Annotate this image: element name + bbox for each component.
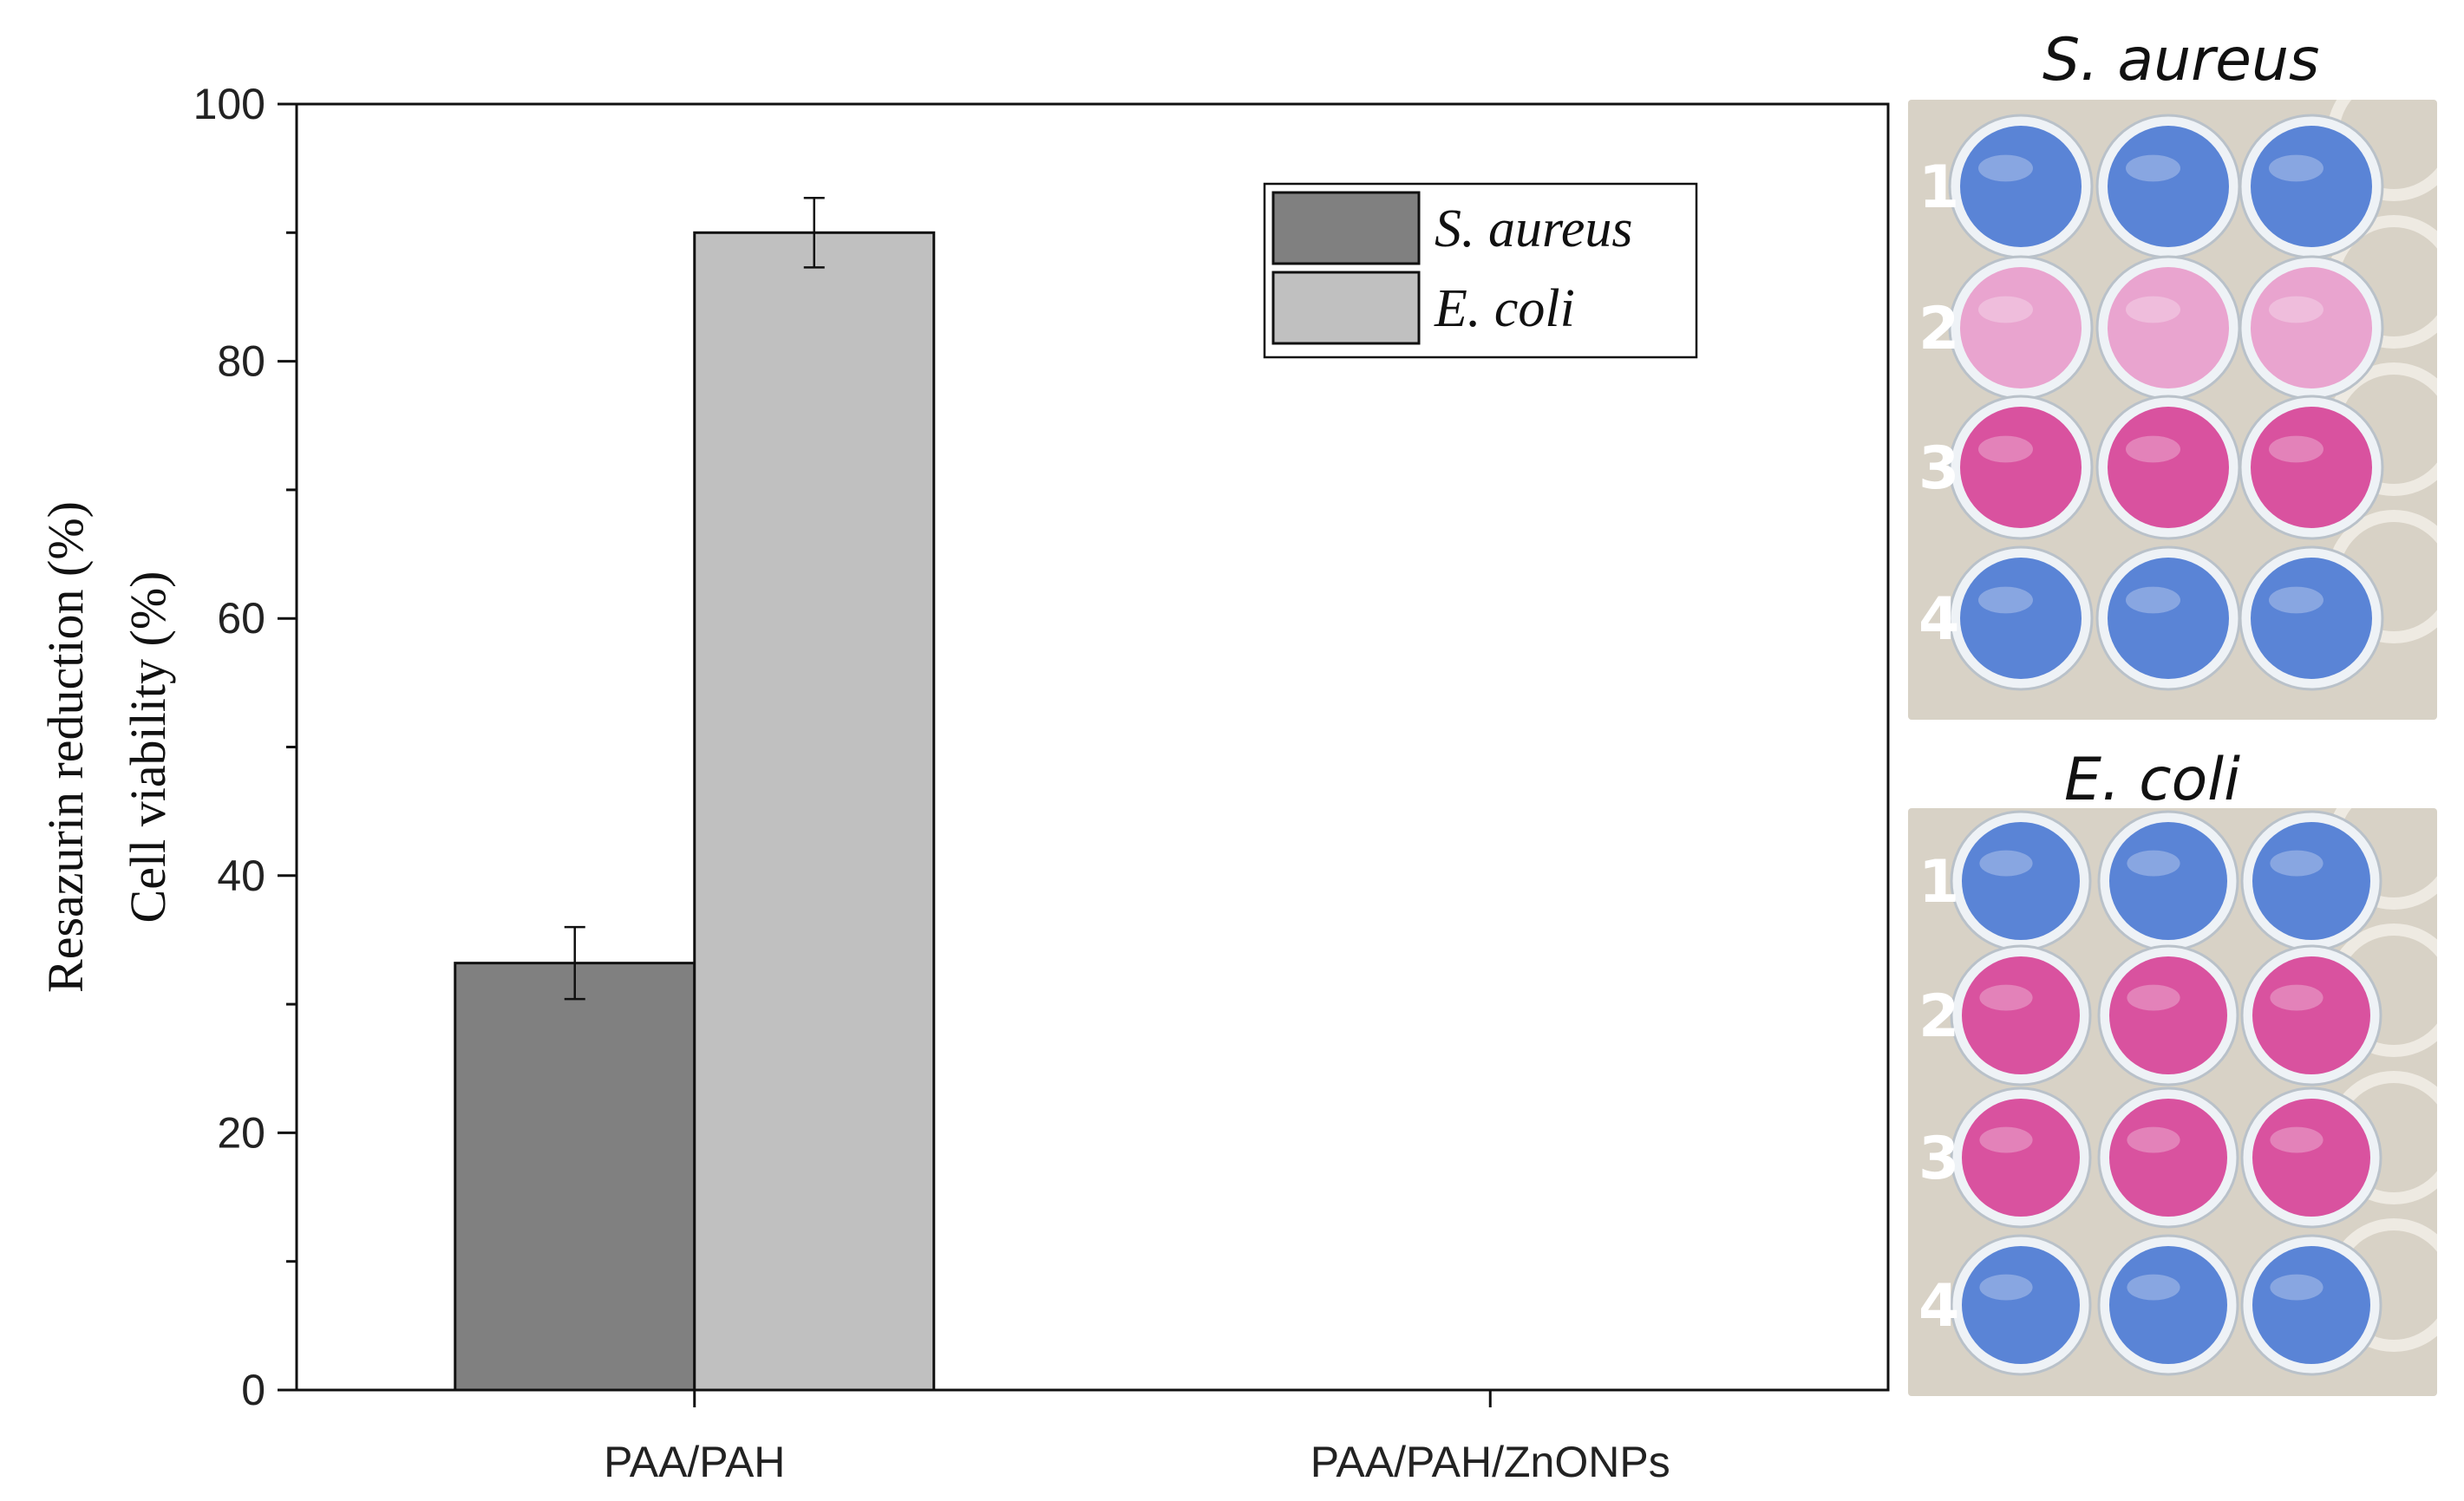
- e-coli-photo-title: E. coli: [2064, 746, 2240, 814]
- row-label: 2: [1918, 295, 1959, 363]
- magenta-well: [1962, 956, 2080, 1074]
- blue-well: [1960, 126, 2082, 247]
- magenta-well: [1960, 407, 2082, 528]
- blue-well: [2251, 126, 2372, 247]
- well-highlight: [2270, 1274, 2323, 1301]
- magenta-well: [2251, 407, 2372, 528]
- row-label: 1: [1918, 848, 1959, 917]
- s-aureus-photo-title: S. aureus: [2042, 26, 2320, 95]
- well-highlight: [2269, 586, 2323, 614]
- blue-well: [1962, 1246, 2080, 1364]
- well-highlight: [2270, 850, 2323, 877]
- well-highlight: [1978, 435, 2033, 463]
- well-highlight: [2127, 984, 2180, 1011]
- magenta-well: [2252, 1099, 2370, 1217]
- blue-well: [2252, 822, 2370, 940]
- legend-label: S. aureus: [1435, 199, 1632, 258]
- legend-swatch: [1271, 271, 1421, 345]
- s-aureus-well-plate-photo: 1 2 3 4: [1908, 100, 2437, 720]
- plot-area: 0 20 40 60 80 100 Resazurin reduction (%) Cell …: [37, 80, 1890, 1486]
- legend: S. aureus E. coli: [1263, 182, 1698, 359]
- well-highlight: [1979, 1274, 2033, 1301]
- well-highlight: [2269, 296, 2323, 323]
- well-highlight: [2127, 850, 2180, 877]
- pink-well: [1960, 267, 2082, 388]
- blue-well: [2108, 126, 2229, 247]
- blue-well: [2251, 558, 2372, 679]
- x-tick-label: PAA/PAH/ZnONPs: [1310, 1438, 1670, 1486]
- blue-well: [2108, 558, 2229, 679]
- well-highlight: [2126, 435, 2180, 463]
- row-label: 3: [1918, 434, 1959, 503]
- well-highlight: [1978, 296, 2033, 323]
- blue-well: [2109, 822, 2227, 940]
- e-coli-well-plate-photo: 1 2 3 4: [1908, 808, 2437, 1396]
- row-label: 2: [1918, 982, 1959, 1051]
- row-label: 3: [1918, 1125, 1959, 1193]
- magenta-well: [2108, 407, 2229, 528]
- x-tick-label: PAA/PAH: [604, 1438, 785, 1486]
- y-tick-label: 100: [193, 80, 265, 128]
- pink-well: [2251, 267, 2372, 388]
- blue-well: [1960, 558, 2082, 679]
- magenta-well: [2109, 956, 2227, 1074]
- bar: [454, 962, 696, 1392]
- y-tick-label: 80: [217, 337, 265, 386]
- well-highlight: [1979, 984, 2033, 1011]
- blue-well: [2109, 1246, 2227, 1364]
- y-tick-label: 0: [241, 1366, 265, 1414]
- row-label: 4: [1918, 585, 1959, 654]
- well-highlight: [2126, 296, 2180, 323]
- well-highlight: [2269, 435, 2323, 463]
- well-highlight: [2127, 1126, 2180, 1153]
- well-highlight: [2270, 984, 2323, 1011]
- y-tick-label: 60: [217, 594, 265, 643]
- well-highlight: [2127, 1274, 2180, 1301]
- y-tick-label: 40: [217, 852, 265, 900]
- row-label: 4: [1918, 1272, 1959, 1341]
- well-highlight: [1979, 850, 2033, 877]
- bar: [693, 231, 936, 1392]
- well-highlight: [2126, 154, 2180, 182]
- blue-well: [2252, 1246, 2370, 1364]
- blue-well: [1962, 822, 2080, 940]
- well-highlight: [2269, 154, 2323, 182]
- row-label: 1: [1918, 153, 1959, 222]
- well-highlight: [2270, 1126, 2323, 1153]
- magenta-well: [1962, 1099, 2080, 1217]
- legend-swatch: [1271, 191, 1421, 265]
- y-tick-label: 20: [217, 1108, 265, 1157]
- well-highlight: [1979, 1126, 2033, 1153]
- y-axis-label-1: Resazurin reduction (%): [37, 501, 94, 993]
- well-highlight: [2126, 586, 2180, 614]
- pink-well: [2108, 267, 2229, 388]
- magenta-well: [2109, 1099, 2227, 1217]
- legend-label: E. coli: [1434, 279, 1575, 338]
- magenta-well: [2252, 956, 2370, 1074]
- well-highlight: [1978, 154, 2033, 182]
- y-axis-label-2: Cell viability (%): [120, 571, 176, 923]
- well-highlight: [1978, 586, 2033, 614]
